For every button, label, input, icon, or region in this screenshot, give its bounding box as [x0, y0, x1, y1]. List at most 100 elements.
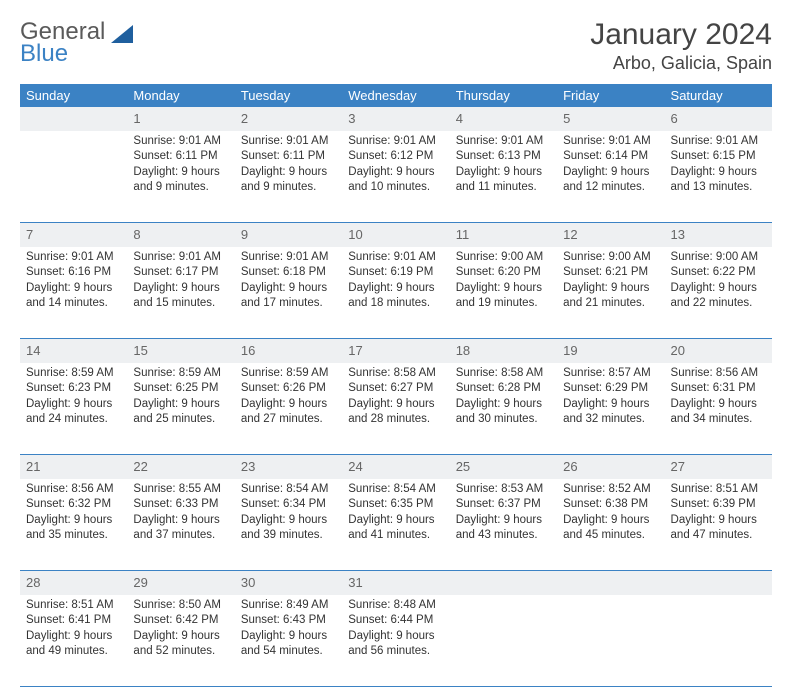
logo-triangle-icon	[111, 25, 133, 43]
day-info-line: Sunrise: 9:01 AM	[348, 134, 443, 150]
day-info-line: Sunrise: 9:01 AM	[563, 134, 658, 150]
day-info-line: Daylight: 9 hours	[26, 281, 121, 297]
day-content-row: Sunrise: 8:56 AMSunset: 6:32 PMDaylight:…	[20, 479, 772, 571]
day-info-line: Sunrise: 9:01 AM	[348, 250, 443, 266]
day-info-line: Daylight: 9 hours	[241, 281, 336, 297]
day-cell: Sunrise: 9:01 AMSunset: 6:11 PMDaylight:…	[127, 131, 234, 223]
day-info-line: Sunset: 6:29 PM	[563, 381, 658, 397]
day-cell: Sunrise: 8:48 AMSunset: 6:44 PMDaylight:…	[342, 595, 449, 687]
day-number: 30	[235, 571, 342, 595]
day-info-line: Daylight: 9 hours	[348, 281, 443, 297]
day-number: 16	[235, 339, 342, 363]
day-info-line: and 17 minutes.	[241, 296, 336, 312]
day-info-line: Sunrise: 8:55 AM	[133, 482, 228, 498]
day-info-line: Sunset: 6:21 PM	[563, 265, 658, 281]
day-info-line: Daylight: 9 hours	[26, 513, 121, 529]
calendar-body: 123456Sunrise: 9:01 AMSunset: 6:11 PMDay…	[20, 107, 772, 687]
day-cell: Sunrise: 8:49 AMSunset: 6:43 PMDaylight:…	[235, 595, 342, 687]
day-info-line: and 28 minutes.	[348, 412, 443, 428]
day-info-line: Daylight: 9 hours	[456, 165, 551, 181]
day-content-row: Sunrise: 9:01 AMSunset: 6:16 PMDaylight:…	[20, 247, 772, 339]
weekday-header: Thursday	[450, 84, 557, 107]
day-info-line: and 34 minutes.	[671, 412, 766, 428]
day-info-line: and 43 minutes.	[456, 528, 551, 544]
day-info-line: Sunset: 6:13 PM	[456, 149, 551, 165]
day-info-line: Daylight: 9 hours	[563, 281, 658, 297]
day-info-line: Daylight: 9 hours	[133, 397, 228, 413]
day-info-line: Sunset: 6:27 PM	[348, 381, 443, 397]
day-info-line: Daylight: 9 hours	[671, 513, 766, 529]
day-cell: Sunrise: 9:01 AMSunset: 6:13 PMDaylight:…	[450, 131, 557, 223]
day-info-line: Daylight: 9 hours	[563, 165, 658, 181]
day-info-line: Sunrise: 8:56 AM	[671, 366, 766, 382]
day-info-line: and 27 minutes.	[241, 412, 336, 428]
day-cell: Sunrise: 8:56 AMSunset: 6:32 PMDaylight:…	[20, 479, 127, 571]
weekday-header: Saturday	[665, 84, 772, 107]
day-info-line: Sunrise: 8:48 AM	[348, 598, 443, 614]
day-info-line: Sunrise: 8:59 AM	[241, 366, 336, 382]
day-info-line: and 35 minutes.	[26, 528, 121, 544]
day-info-line: Sunset: 6:18 PM	[241, 265, 336, 281]
day-number: 15	[127, 339, 234, 363]
day-info-line: and 14 minutes.	[26, 296, 121, 312]
day-info-line: Daylight: 9 hours	[26, 629, 121, 645]
day-info-line: Sunset: 6:31 PM	[671, 381, 766, 397]
day-number-row: 14151617181920	[20, 339, 772, 363]
weekday-header: Sunday	[20, 84, 127, 107]
day-info-line: and 18 minutes.	[348, 296, 443, 312]
day-number: 1	[127, 107, 234, 131]
day-cell: Sunrise: 9:00 AMSunset: 6:22 PMDaylight:…	[665, 247, 772, 339]
day-number: 5	[557, 107, 664, 131]
day-info-line: Daylight: 9 hours	[241, 165, 336, 181]
day-info-line: Sunset: 6:38 PM	[563, 497, 658, 513]
day-info-line: and 25 minutes.	[133, 412, 228, 428]
day-info-line: Sunset: 6:44 PM	[348, 613, 443, 629]
day-info-line: Sunset: 6:11 PM	[133, 149, 228, 165]
day-info-line: Sunset: 6:23 PM	[26, 381, 121, 397]
day-info-line: Daylight: 9 hours	[348, 629, 443, 645]
day-cell: Sunrise: 9:01 AMSunset: 6:15 PMDaylight:…	[665, 131, 772, 223]
day-info-line: Sunrise: 8:49 AM	[241, 598, 336, 614]
day-number: 29	[127, 571, 234, 595]
day-content-row: Sunrise: 9:01 AMSunset: 6:11 PMDaylight:…	[20, 131, 772, 223]
day-info-line: Sunrise: 9:01 AM	[241, 250, 336, 266]
day-info-line: Sunset: 6:39 PM	[671, 497, 766, 513]
day-info-line: Sunrise: 9:01 AM	[133, 250, 228, 266]
day-number: 24	[342, 455, 449, 479]
day-number: 21	[20, 455, 127, 479]
day-info-line: Sunset: 6:37 PM	[456, 497, 551, 513]
day-info-line: Sunrise: 8:57 AM	[563, 366, 658, 382]
day-number: 2	[235, 107, 342, 131]
day-cell	[20, 131, 127, 223]
day-number-row: 123456	[20, 107, 772, 131]
weekday-header-row: Sunday Monday Tuesday Wednesday Thursday…	[20, 84, 772, 107]
day-info-line: Daylight: 9 hours	[133, 165, 228, 181]
day-info-line: and 52 minutes.	[133, 644, 228, 660]
day-info-line: and 49 minutes.	[26, 644, 121, 660]
day-info-line: Sunset: 6:32 PM	[26, 497, 121, 513]
day-number: 19	[557, 339, 664, 363]
day-cell: Sunrise: 8:53 AMSunset: 6:37 PMDaylight:…	[450, 479, 557, 571]
title-block: January 2024 Arbo, Galicia, Spain	[590, 18, 772, 74]
day-info-line: Sunset: 6:28 PM	[456, 381, 551, 397]
day-info-line: Daylight: 9 hours	[348, 165, 443, 181]
month-title: January 2024	[590, 18, 772, 51]
day-info-line: and 12 minutes.	[563, 180, 658, 196]
day-info-line: Sunrise: 9:00 AM	[671, 250, 766, 266]
day-info-line: Daylight: 9 hours	[671, 397, 766, 413]
day-number: 18	[450, 339, 557, 363]
day-info-line: Daylight: 9 hours	[26, 397, 121, 413]
day-cell: Sunrise: 8:59 AMSunset: 6:25 PMDaylight:…	[127, 363, 234, 455]
day-info-line: Sunset: 6:34 PM	[241, 497, 336, 513]
day-cell: Sunrise: 8:54 AMSunset: 6:35 PMDaylight:…	[342, 479, 449, 571]
day-info-line: Sunrise: 8:58 AM	[456, 366, 551, 382]
day-info-line: and 21 minutes.	[563, 296, 658, 312]
day-cell	[450, 595, 557, 687]
day-info-line: Sunrise: 9:01 AM	[241, 134, 336, 150]
day-info-line: and 11 minutes.	[456, 180, 551, 196]
day-info-line: Daylight: 9 hours	[456, 397, 551, 413]
day-cell: Sunrise: 9:01 AMSunset: 6:17 PMDaylight:…	[127, 247, 234, 339]
day-info-line: Daylight: 9 hours	[348, 513, 443, 529]
day-info-line: Sunset: 6:33 PM	[133, 497, 228, 513]
day-cell: Sunrise: 8:54 AMSunset: 6:34 PMDaylight:…	[235, 479, 342, 571]
